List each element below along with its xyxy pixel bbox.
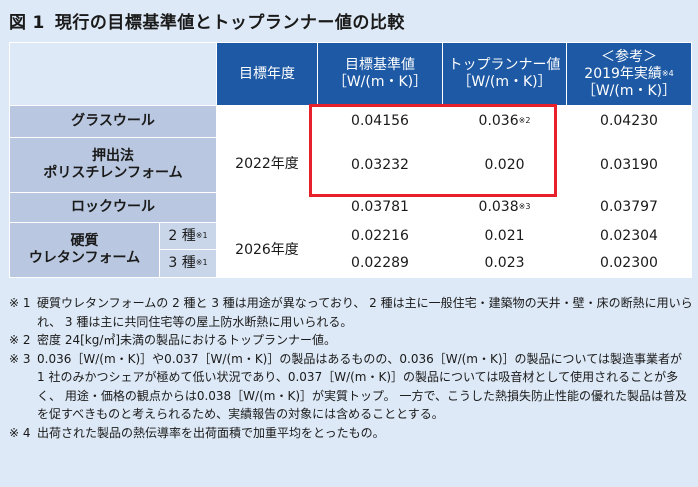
urethane-type2-top-runner-value: 0.021 [442,222,567,250]
footnote-text: 密度 24[kg/㎥]未満の製品におけるトップランナー値。 [37,333,337,347]
header-target-year: 目標年度 [216,42,318,106]
glass-reference-value: 0.04230 [566,105,692,138]
footnote-mark: ※ 4 [9,425,31,440]
poly-reference-value: 0.03190 [566,137,692,193]
urethane-type2-label: 2 種※1 [159,222,217,250]
row-label-glass-wool: グラスウール [9,105,217,138]
urethane-type3-reference-value: 0.02300 [566,249,692,278]
year-2026-cell: 2026年度 [216,222,318,278]
urethane-type3-target-value: 0.02289 [317,249,443,278]
figure-label: 図 [9,13,27,33]
poly-top-runner-value: 0.020 [442,137,567,193]
figure-caption: 現行の目標基準値とトップランナー値の比較 [54,13,405,33]
header-target-value: 目標基準値 ［W/(m・K)］ [317,42,443,106]
footnote-4: ※ 4 出荷された製品の熱伝導率を出荷面積で加重平均をとったもの。 [9,424,693,443]
row-label-polystyrene: 押出法 ポリスチレンフォーム [9,137,217,193]
footnote-text: 0.036［W/(m・K)］や0.037［W/(m・K)］の製品はあるものの、0… [37,351,687,422]
row-label-urethane: 硬質 ウレタンフォーム [9,222,160,278]
header-row: 目標年度 目標基準値 ［W/(m・K)］ トップランナー値 ［W/(m・K)］ ＜参… [9,42,692,106]
urethane-type2-reference-value: 0.02304 [566,222,692,250]
urethane-type3-top-runner-value: 0.023 [442,249,567,278]
table-row-rock-wool: ロックウール 0.03781 0.038※3 0.03797 [9,192,692,223]
header-blank [9,42,217,106]
poly-target-value: 0.03232 [317,137,443,193]
glass-target-value: 0.04156 [317,105,443,138]
urethane-type3-label: 3 種※1 [159,249,217,278]
footnote-3: ※ 3 0.036［W/(m・K)］や0.037［W/(m・K)］の製品はあるも… [9,350,693,424]
figure-title: 図 1 現行の目標基準値とトップランナー値の比較 [9,8,405,33]
footnote-1: ※ 1 硬質ウレタンフォームの 2 種と 3 種は用途が異なっており、 2 種は… [9,294,693,331]
footnote-mark: ※ 1 [9,296,31,310]
header-top-runner: トップランナー値 ［W/(m・K)］ [442,42,567,106]
footnote-text: 出荷された製品の熱伝導率を出荷面積で加重平均をとったもの。 [37,425,385,440]
footnote-mark: ※ 3 [9,351,31,366]
rock-top-runner-value: 0.038※3 [442,192,567,223]
header-reference: ＜参考＞ 2019年実績※4 ［W/(m・K)］ [566,42,692,106]
table-row-urethane-type3: 3 種※1 0.02289 0.023 0.02300 [10,249,692,278]
year-2022-cell: 2022年度 [216,105,318,223]
table-row-polystyrene: 押出法 ポリスチレンフォーム 0.03232 0.020 0.03190 [9,137,692,193]
table-row-urethane-type2: 硬質 ウレタンフォーム 2 種※1 2026年度 0.02216 0.021 0.… [9,222,692,278]
rock-reference-value: 0.03797 [566,192,692,223]
figure-number: 1 [32,13,45,33]
rock-target-value: 0.03781 [317,192,443,223]
footnote-mark: ※ 2 [9,333,31,347]
urethane-type2-target-value: 0.02216 [317,222,443,250]
footnote-text: 硬質ウレタンフォームの 2 種と 3 種は用途が異なっており、 2 種は主に一般… [37,296,693,329]
table-row-glass-wool: グラスウール 2022年度 0.04156 0.036※2 0.04230 [9,105,692,223]
comparison-table: 目標年度 目標基準値 ［W/(m・K)］ トップランナー値 ［W/(m・K)］ ＜参… [9,42,692,278]
footnotes: ※ 1 硬質ウレタンフォームの 2 種と 3 種は用途が異なっており、 2 種は… [9,294,693,442]
footnote-2: ※ 2 密度 24[kg/㎥]未満の製品におけるトップランナー値。 [9,331,693,350]
glass-top-runner-value: 0.036※2 [442,105,567,138]
row-label-rock-wool: ロックウール [9,192,217,223]
